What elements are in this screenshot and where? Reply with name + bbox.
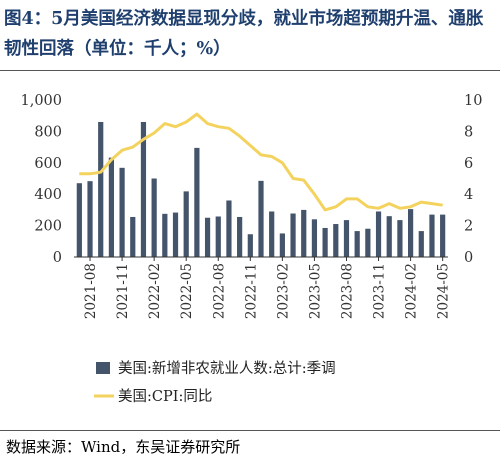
bar — [76, 183, 82, 257]
bar — [87, 181, 93, 257]
y-right-tick-label: 6 — [464, 156, 473, 172]
x-tick-label: 2022-05 — [179, 263, 195, 319]
y-right-tick-label: 4 — [464, 187, 473, 203]
y-left-tick-label: 200 — [34, 219, 62, 235]
x-tick-label: 2023-05 — [307, 263, 323, 319]
bar — [247, 234, 253, 257]
y-right-tick-label: 8 — [464, 124, 473, 140]
cpi-line — [79, 112, 443, 212]
x-tick-label: 2022-11 — [243, 263, 259, 319]
y-right-tick-label: 10 — [464, 93, 482, 109]
x-tick-label: 2021-08 — [83, 263, 99, 319]
bar — [354, 231, 360, 257]
bar — [119, 167, 125, 257]
y-left-tick-label: 1,000 — [20, 93, 62, 109]
y-left-tick-label: 0 — [53, 250, 62, 266]
x-tick-label: 2024-05 — [436, 263, 452, 319]
bar — [397, 220, 403, 257]
bar — [365, 228, 371, 257]
bar — [151, 178, 157, 257]
legend-swatch-bars — [96, 362, 110, 374]
bar — [172, 212, 179, 257]
bar — [429, 214, 435, 257]
bar — [269, 211, 275, 257]
bottom-rule — [0, 430, 500, 431]
x-tick-label: 2022-08 — [211, 263, 227, 319]
bar — [258, 180, 264, 257]
x-tick-label: 2023-08 — [339, 263, 355, 319]
bar — [375, 211, 382, 257]
bar — [311, 219, 318, 257]
figure-title: 图4：5月美国经济数据显现分歧，就业市场超预期升温、通胀韧性回落（单位：千人；%… — [4, 9, 484, 59]
bar — [333, 224, 339, 257]
bar — [237, 216, 243, 257]
bar — [194, 147, 200, 257]
bar — [408, 209, 414, 257]
source-note: 数据来源：Wind，东吴证券研究所 — [6, 438, 241, 456]
x-tick-label: 2024-02 — [404, 263, 420, 319]
top-rule — [0, 70, 500, 71]
y-right-tick-label: 2 — [464, 219, 473, 235]
legend-label-bars: 美国:新增非农就业人数:总计:季调 — [118, 360, 336, 377]
bar — [108, 157, 114, 257]
y-left-tick-label: 800 — [34, 124, 62, 140]
bar — [140, 121, 147, 257]
bar — [322, 227, 328, 257]
bar — [215, 216, 221, 257]
y-left-tick-label: 600 — [34, 156, 62, 172]
bar — [204, 217, 211, 257]
bar — [290, 213, 296, 257]
x-tick-label: 2022-02 — [147, 263, 163, 319]
y-left-tick-label: 400 — [34, 187, 62, 203]
x-tick-label: 2021-11 — [115, 263, 131, 319]
bar — [301, 209, 307, 257]
bar — [279, 233, 285, 257]
bar — [162, 213, 168, 257]
x-tick-label: 2023-02 — [275, 263, 291, 319]
bar — [440, 214, 446, 257]
bar — [386, 216, 392, 257]
bar — [343, 220, 350, 257]
y-right-tick-label: 0 — [464, 250, 473, 266]
bar — [183, 191, 189, 257]
legend-label-line: 美国:CPI:同比 — [118, 388, 212, 405]
bar — [130, 216, 136, 257]
bar — [226, 200, 232, 257]
bar — [98, 121, 104, 257]
bar — [418, 231, 424, 257]
x-tick-label: 2023-11 — [372, 263, 388, 319]
